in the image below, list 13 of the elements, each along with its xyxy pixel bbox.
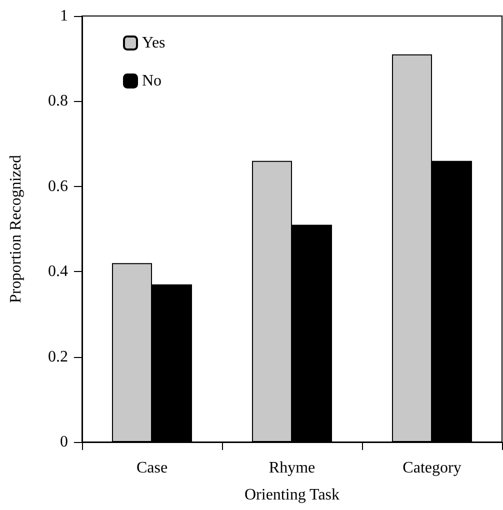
y-tick-label: 0.8 bbox=[48, 92, 68, 110]
x-axis-title: Orienting Task bbox=[244, 486, 340, 504]
legend-label: No bbox=[142, 72, 162, 90]
legend-label: Yes bbox=[142, 34, 166, 52]
x-tick-label: Category bbox=[402, 460, 462, 476]
y-tick-label: 1 bbox=[60, 8, 68, 24]
x-tick-label: Rhyme bbox=[268, 460, 316, 476]
x-tick-label: Case bbox=[136, 460, 168, 476]
y-axis-title: Proportion Recognized bbox=[8, 155, 24, 303]
y-tick-label: 0 bbox=[60, 434, 68, 450]
y-tick-label: 0.4 bbox=[48, 263, 68, 280]
y-tick-label: 0.6 bbox=[48, 178, 68, 195]
y-tick-label: 0.2 bbox=[48, 348, 68, 366]
